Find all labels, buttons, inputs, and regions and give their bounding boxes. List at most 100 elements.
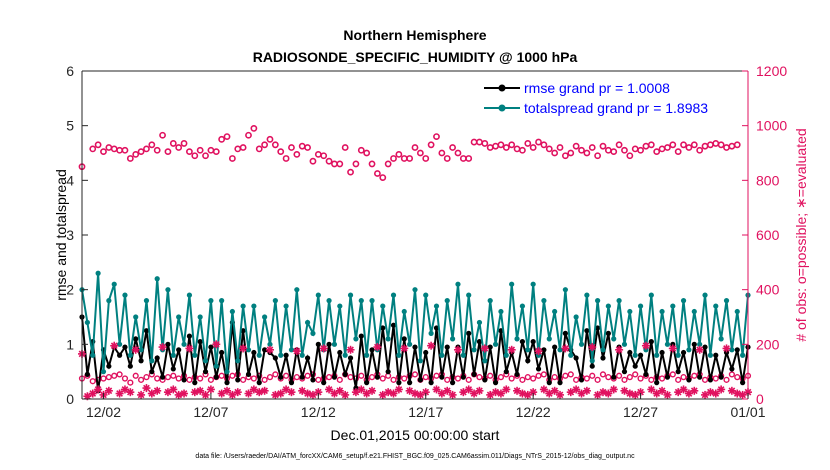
legend-rmse-marker	[498, 84, 506, 92]
rmse-point	[503, 369, 509, 375]
totalspread-point	[654, 352, 660, 358]
obs-possible-point	[255, 145, 263, 153]
totalspread-point	[530, 281, 536, 287]
obs-possible-low-point	[218, 372, 225, 379]
asterisk-stroke	[384, 388, 392, 396]
obs-possible-low-point	[573, 376, 580, 383]
rmse-point	[401, 336, 407, 342]
obs-possible-point	[379, 174, 387, 181]
obs-evaluated-point	[158, 343, 167, 352]
obs-possible-point	[556, 144, 564, 151]
obs-possible-point	[594, 152, 602, 160]
obs-possible-low-point	[535, 372, 542, 379]
obs-possible-point	[126, 155, 134, 162]
asterisk-stroke	[121, 386, 129, 393]
obs-possible-point	[433, 133, 440, 140]
rmse-point	[439, 374, 445, 380]
ticks-layer: 0 1 2 3 4 5 6 0 200 400 600 800 1000 1200 12/02 12/07 12…	[66, 63, 787, 420]
obs-possible-point	[395, 150, 403, 158]
obs-evaluated-point	[582, 386, 591, 395]
rmse-point	[546, 380, 552, 386]
totalspread-point	[122, 292, 128, 298]
obs-possible-point	[271, 141, 279, 149]
obs-possible-point	[438, 149, 446, 157]
asterisk-stroke	[588, 343, 596, 351]
totalspread-point	[428, 330, 434, 336]
totalspread-point	[262, 314, 268, 320]
obs-possible-point	[416, 149, 424, 157]
obs-evaluated-point	[169, 385, 178, 394]
totalspread-point	[256, 352, 262, 358]
rmse-point	[525, 358, 531, 364]
asterisk-stroke	[701, 391, 709, 399]
totalspread-point	[546, 336, 552, 342]
obs-possible-point	[223, 133, 231, 140]
obs-possible-point	[664, 144, 671, 151]
obs-possible-point	[94, 141, 102, 149]
obs-possible-low-point	[524, 374, 531, 381]
rmse-point	[573, 355, 579, 361]
asterisk-stroke	[578, 390, 585, 397]
asterisk-stroke	[615, 346, 623, 354]
obs-possible-point	[352, 160, 360, 168]
obs-possible-low-point	[154, 375, 161, 382]
totalspread-point	[127, 352, 133, 358]
asterisk-stroke	[331, 390, 338, 397]
obs-evaluated-point	[464, 385, 473, 394]
y-tick-label: 3	[66, 227, 74, 243]
totalspread-point	[165, 287, 171, 293]
obs-possible-point	[100, 148, 107, 156]
asterisk-stroke	[186, 345, 193, 352]
rmse-point	[611, 374, 617, 380]
totalspread-point	[589, 358, 595, 364]
obs-evaluated-point	[255, 388, 264, 397]
x-tick-label: 12/12	[301, 404, 336, 420]
totalspread-point	[535, 352, 542, 358]
obs-possible-point	[422, 155, 430, 162]
obs-evaluated-point	[110, 341, 119, 350]
obs-possible-point	[545, 145, 553, 153]
totalspread-point	[423, 292, 429, 298]
obs-evaluated-point	[550, 386, 559, 395]
totalspread-point	[611, 336, 617, 342]
asterisk-stroke	[363, 390, 371, 397]
x-tick-label: 01/01	[730, 404, 765, 420]
obs-possible-low-point	[444, 376, 451, 383]
totalspread-point	[697, 341, 703, 347]
obs-possible-point	[159, 131, 166, 139]
obs-possible-point	[449, 144, 456, 151]
totalspread-point	[224, 369, 230, 375]
rmse-point	[471, 371, 477, 377]
obs-evaluated-point	[518, 389, 527, 398]
obs-evaluated-point	[668, 344, 677, 353]
asterisk-stroke	[674, 388, 682, 396]
rmse-point	[213, 374, 219, 380]
obs-possible-low-point	[519, 376, 526, 383]
totalspread-point	[412, 287, 418, 293]
obs-evaluated-point	[223, 386, 232, 395]
asterisk-stroke	[422, 388, 430, 396]
asterisk-stroke	[304, 390, 311, 397]
rmse-point	[315, 341, 321, 347]
asterisk-stroke	[417, 391, 424, 399]
obs-possible-low-point	[143, 374, 150, 381]
obs-possible-point	[143, 145, 150, 153]
asterisk-stroke	[443, 387, 451, 395]
y2-tick-label: 800	[756, 172, 780, 188]
obs-possible-point	[621, 146, 628, 154]
y-tick-label: 1	[66, 336, 74, 352]
obs-possible-point	[502, 144, 510, 151]
rmse-point	[197, 339, 203, 345]
asterisk-stroke	[245, 390, 252, 397]
obs-possible-point	[202, 152, 209, 160]
totalspread-point	[514, 336, 520, 342]
obs-evaluated-point	[212, 340, 221, 349]
asterisk-stroke	[153, 387, 161, 395]
asterisk-stroke	[218, 390, 226, 397]
obs-possible-low-point	[567, 371, 574, 378]
rmse-point	[417, 377, 423, 383]
rmse-point	[460, 374, 466, 380]
obs-evaluated-point	[346, 345, 355, 354]
y2-axis-label: # of obs: o=possible; ∗=evaluated	[793, 128, 809, 341]
obs-evaluated-point	[561, 344, 570, 353]
